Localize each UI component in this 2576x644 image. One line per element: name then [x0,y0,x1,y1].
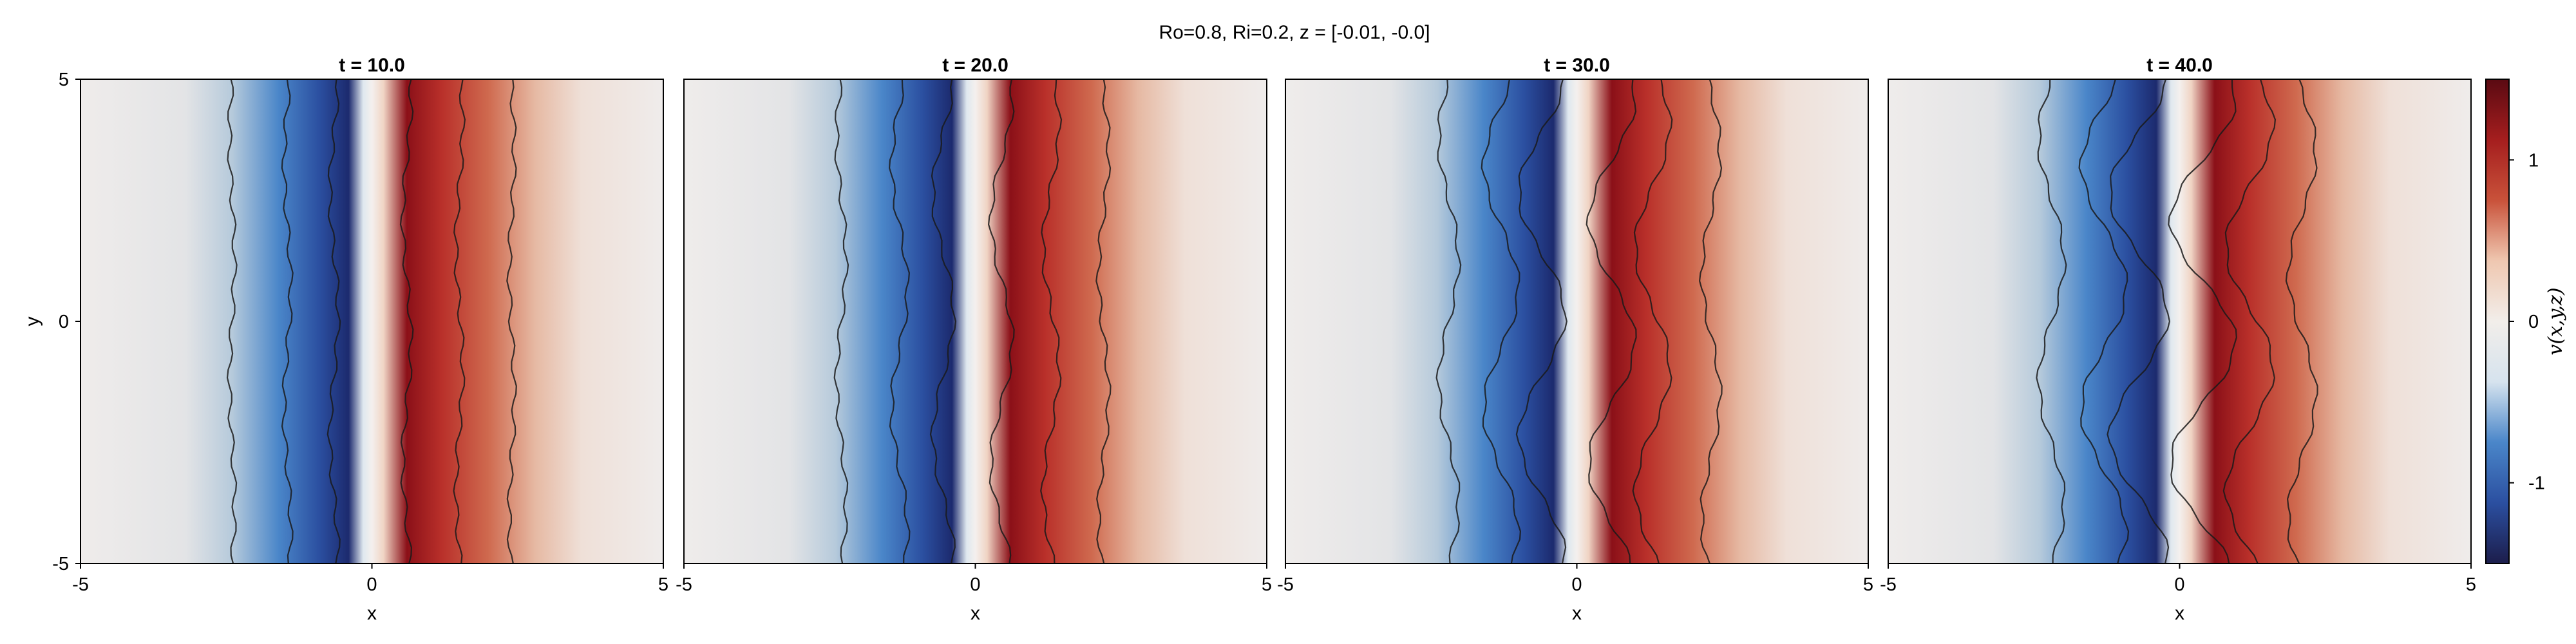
contour-line [1481,79,1522,564]
x-tick-label: 5 [1863,574,1873,595]
contour-line [1632,79,1673,564]
x-axis-label: x [971,603,980,624]
x-tick-label: -5 [72,574,89,595]
contour-line [281,79,294,564]
colorbar-tick-label: -1 [2528,473,2545,494]
x-tick-label: 5 [2466,574,2476,595]
x-tick-label: 5 [1262,574,1272,595]
contour-line [2107,79,2171,564]
panel-title: t = 20.0 [942,55,1009,76]
x-tick-label: 0 [366,574,377,595]
contour-line [399,79,414,564]
contour-line [226,79,238,564]
colorbar-gradient [2486,79,2509,564]
panel-1: t = 10.0 -5 0 5 x -5 0 5 y [22,55,668,624]
panel-3: t = 30.0 -5 0 5 x [1277,55,1873,624]
panel-title: t = 40.0 [2146,55,2213,76]
x-axis-label: x [2175,603,2184,624]
contour-line [1698,79,1723,564]
colorbar: 1 0 -1 v(x,y,z) [2485,79,2567,564]
y-axis-label: y [22,317,43,327]
x-axis-label: x [1572,603,1582,624]
figure-title: Ro=0.8, Ri=0.2, z = [-0.01, -0.0] [1159,22,1430,43]
contour-line [327,79,341,564]
contour-line [2222,79,2277,564]
contour-line [2078,79,2130,564]
heatmap-field [1285,79,1868,564]
panel-4: t = 40.0 -5 0 5 x [1880,55,2476,624]
heatmap-field [684,79,1267,564]
x-tick-label: 0 [1571,574,1582,595]
contour-line [1586,79,1637,564]
contour-line [1515,79,1567,564]
contour-line [2168,79,2237,564]
colorbar-label: v(x,y,z) [2544,287,2567,355]
x-tick-label: 0 [970,574,980,595]
y-tick-label: 5 [59,70,69,90]
x-tick-label: 0 [2174,574,2184,595]
contour-line [2036,79,2067,564]
contour-line [888,79,911,564]
contour-line [506,79,517,564]
y-tick-label: -5 [52,554,69,574]
x-tick-label: -5 [1277,574,1294,595]
y-tick-label: 0 [59,312,69,332]
contour-line [1435,79,1462,564]
colorbar-tick-label: 0 [2528,312,2539,332]
colorbar-tick-label: 1 [2528,150,2539,171]
panel-2: t = 20.0 -5 0 5 x [676,55,1272,624]
x-tick-label: -5 [676,574,692,595]
contour-line [1095,79,1112,564]
contour-line [833,79,849,564]
contour-line [987,79,1015,564]
contour-line [453,79,466,564]
heatmap-field [1888,79,2471,564]
x-axis-label: x [367,603,377,624]
contour-line [2285,79,2318,564]
x-tick-label: 5 [658,574,668,595]
heatmap-field [80,79,663,564]
contour-line [1040,79,1063,564]
x-tick-label: -5 [1880,574,1897,595]
panel-title: t = 10.0 [339,55,405,76]
panels: t = 10.0 -5 0 5 x -5 0 5 y t = 20.0 -5 0 5 x t = 30.0 -… [22,55,2476,624]
contour-line [929,79,957,564]
panel-title: t = 30.0 [1544,55,1610,76]
